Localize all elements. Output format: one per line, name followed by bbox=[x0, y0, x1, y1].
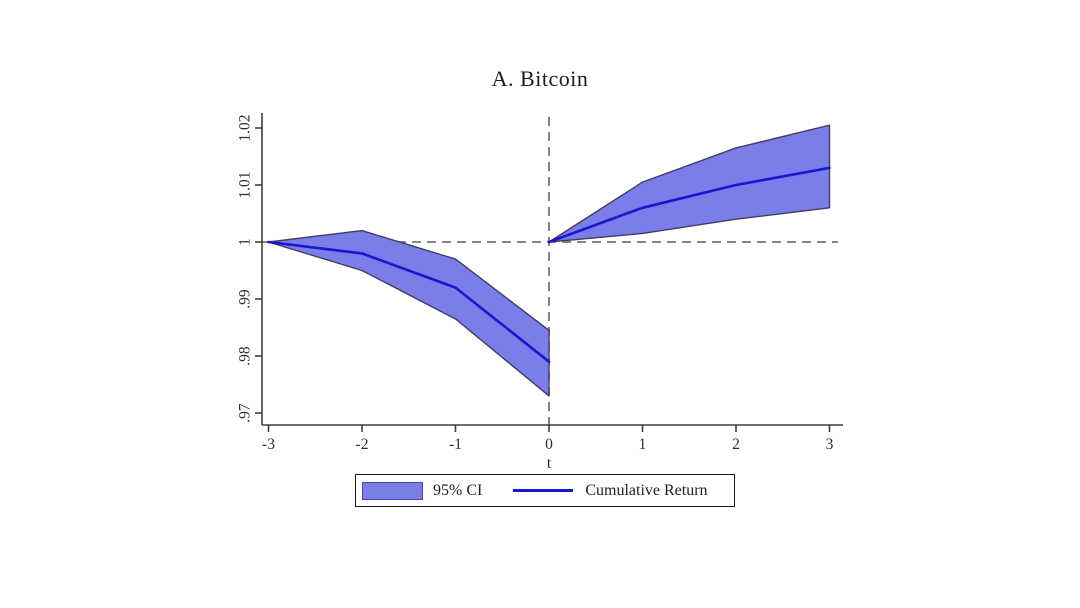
y-tick-label: .98 bbox=[237, 346, 254, 366]
ci-legend-label: 95% CI bbox=[433, 481, 483, 499]
ci-band-post-event bbox=[548, 124, 831, 243]
ci-band-swatch-icon bbox=[362, 481, 423, 500]
return-line-swatch-icon bbox=[513, 489, 574, 492]
ci-band-pre-event bbox=[267, 229, 550, 397]
y-tick-label: 1.01 bbox=[237, 171, 254, 198]
x-axis-title: t bbox=[547, 455, 552, 472]
x-tick-label: 3 bbox=[826, 436, 834, 453]
legend: 95% CI Cumulative Return bbox=[355, 474, 735, 507]
x-tick-label: -2 bbox=[356, 436, 369, 453]
x-tick-label: 0 bbox=[545, 436, 553, 453]
x-tick-label: 1 bbox=[639, 436, 647, 453]
legend-item-line: Cumulative Return bbox=[482, 481, 708, 500]
y-tick-label: .99 bbox=[237, 289, 254, 309]
chart-title: A. Bitcoin bbox=[491, 66, 589, 91]
return-legend-label: Cumulative Return bbox=[585, 481, 708, 499]
y-tick-label: 1 bbox=[237, 238, 254, 246]
x-tick-label: -3 bbox=[262, 436, 275, 453]
x-tick-label: 2 bbox=[732, 436, 740, 453]
x-tick-label: -1 bbox=[449, 436, 462, 453]
y-tick-label: 1.02 bbox=[237, 114, 254, 141]
legend-item-ci: 95% CI bbox=[356, 481, 483, 500]
cumulative-return-line-pre-event bbox=[267, 240, 551, 364]
cumulative-return-line-post-event bbox=[547, 166, 831, 244]
y-tick-label: .97 bbox=[237, 403, 254, 423]
